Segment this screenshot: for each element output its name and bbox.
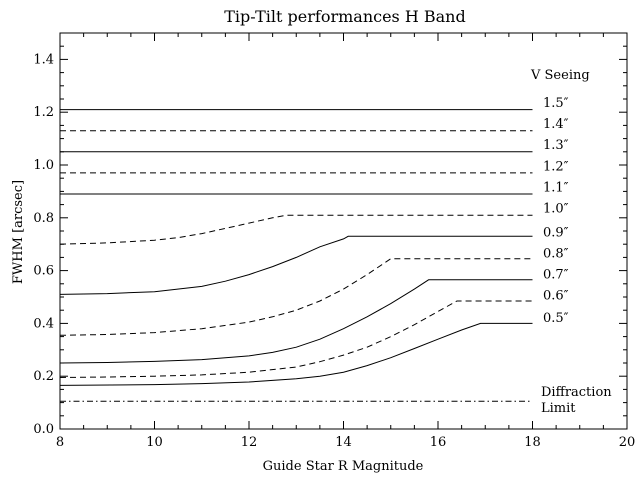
series-label: 0.6″ — [543, 289, 569, 304]
diffraction-label: Diffraction — [541, 385, 612, 400]
series-label: 1.5″ — [543, 96, 569, 111]
series-line — [59, 279, 533, 364]
x-tick-label: 16 — [430, 435, 447, 450]
y-tick-label: 1.4 — [33, 52, 54, 67]
series-label: 1.3″ — [543, 138, 569, 153]
axis-ticks: 8 10 12 14 16 18 20 0.0 0.2 0.4 0.6 0.8 1.0 1.2 1.4 — [33, 32, 636, 450]
series-labels: V Seeing 1.5″ 1.4″ 1.3″ 1.2″ 1.1″ 1.0″ 0.9″ 0.8″… — [530, 68, 612, 416]
y-tick-label: 0.6 — [33, 264, 54, 279]
data-series — [59, 109, 533, 402]
series-label: 0.7″ — [543, 268, 569, 283]
x-tick-label: 14 — [335, 435, 352, 450]
diffraction-label: Limit — [541, 401, 576, 416]
x-tick-label: 18 — [524, 435, 541, 450]
series-label: 1.2″ — [543, 159, 569, 174]
series-line — [59, 214, 533, 245]
series-line — [59, 258, 533, 336]
y-tick-label: 0.8 — [33, 211, 54, 226]
y-tick-label: 0.4 — [33, 316, 54, 331]
y-axis-label: FWHM [arcsec] — [11, 180, 26, 284]
y-tick-label: 0.0 — [33, 422, 54, 437]
series-label: 0.9″ — [543, 225, 569, 240]
series-label: 0.8″ — [543, 246, 569, 261]
x-axis-label: Guide Star R Magnitude — [263, 459, 424, 474]
series-line — [59, 322, 533, 386]
series-label: 1.0″ — [543, 202, 569, 217]
legend-header: V Seeing — [530, 68, 590, 83]
x-tick-label: 8 — [56, 435, 64, 450]
x-tick-label: 10 — [146, 435, 163, 450]
series-line — [59, 300, 533, 378]
plot-frame — [59, 32, 628, 430]
chart-title: Tip-Tilt performances H Band — [224, 7, 465, 26]
series-line — [59, 235, 533, 295]
y-tick-label: 1.0 — [33, 158, 54, 173]
series-label: 1.1″ — [543, 180, 569, 195]
y-tick-label: 0.2 — [33, 369, 54, 384]
series-label: 1.4″ — [543, 117, 569, 132]
x-tick-label: 12 — [241, 435, 258, 450]
y-tick-label: 1.2 — [33, 105, 54, 120]
series-label: 0.5″ — [543, 311, 569, 326]
x-tick-label: 20 — [619, 435, 636, 450]
